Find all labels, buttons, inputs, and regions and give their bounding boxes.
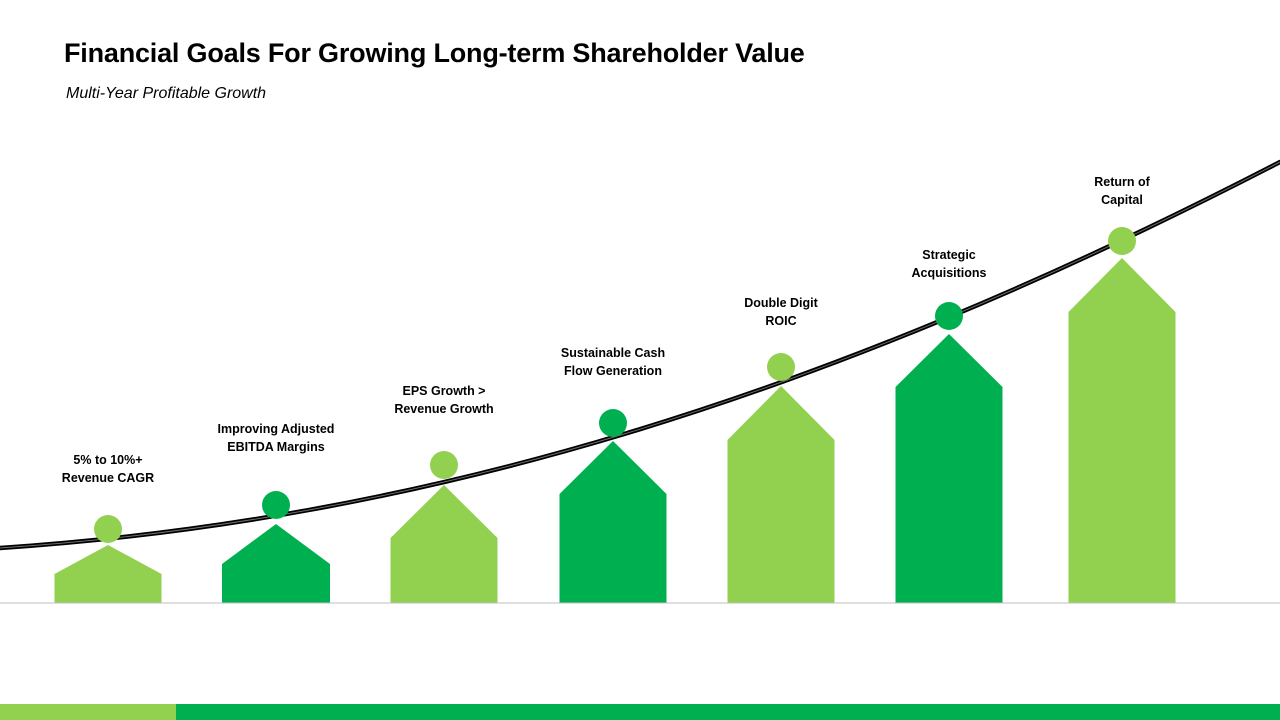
- goal-arrow-7: [1068, 258, 1176, 603]
- goal-marker-5: [767, 353, 795, 381]
- goal-label-7: Return of Capital: [1094, 175, 1150, 207]
- goal-arrow-4: [559, 441, 667, 603]
- goal-marker-3: [430, 451, 458, 479]
- goal-label-4: Sustainable Cash Flow Generation: [560, 346, 666, 378]
- goal-marker-1: [94, 515, 122, 543]
- goal-arrow-1: [54, 545, 162, 603]
- goal-label-5: Double Digit ROIC: [744, 296, 818, 328]
- goal-label-2: Improving Adjusted EBITDA Margins: [217, 422, 335, 454]
- goal-arrow-5: [727, 386, 835, 603]
- goal-marker-7: [1108, 227, 1136, 255]
- goal-arrow-6: [895, 334, 1003, 603]
- goal-label-3: EPS Growth > Revenue Growth: [394, 384, 494, 416]
- goal-marker-6: [935, 302, 963, 330]
- footer-accent-bar-dark: [176, 704, 1280, 720]
- goal-marker-2: [262, 491, 290, 519]
- goal-label-6: Strategic Acquisitions: [911, 248, 987, 280]
- goal-marker-4: [599, 409, 627, 437]
- goal-arrow-3: [390, 485, 498, 603]
- growth-curve-highlight: [0, 161, 1280, 549]
- slide-subtitle: Multi-Year Profitable Growth: [66, 85, 267, 102]
- goal-arrow-2: [222, 524, 330, 603]
- slide-title: Financial Goals For Growing Long-term Sh…: [64, 38, 805, 68]
- goal-label-1: 5% to 10%+ Revenue CAGR: [61, 453, 155, 485]
- footer-accent-bar-light: [0, 704, 176, 720]
